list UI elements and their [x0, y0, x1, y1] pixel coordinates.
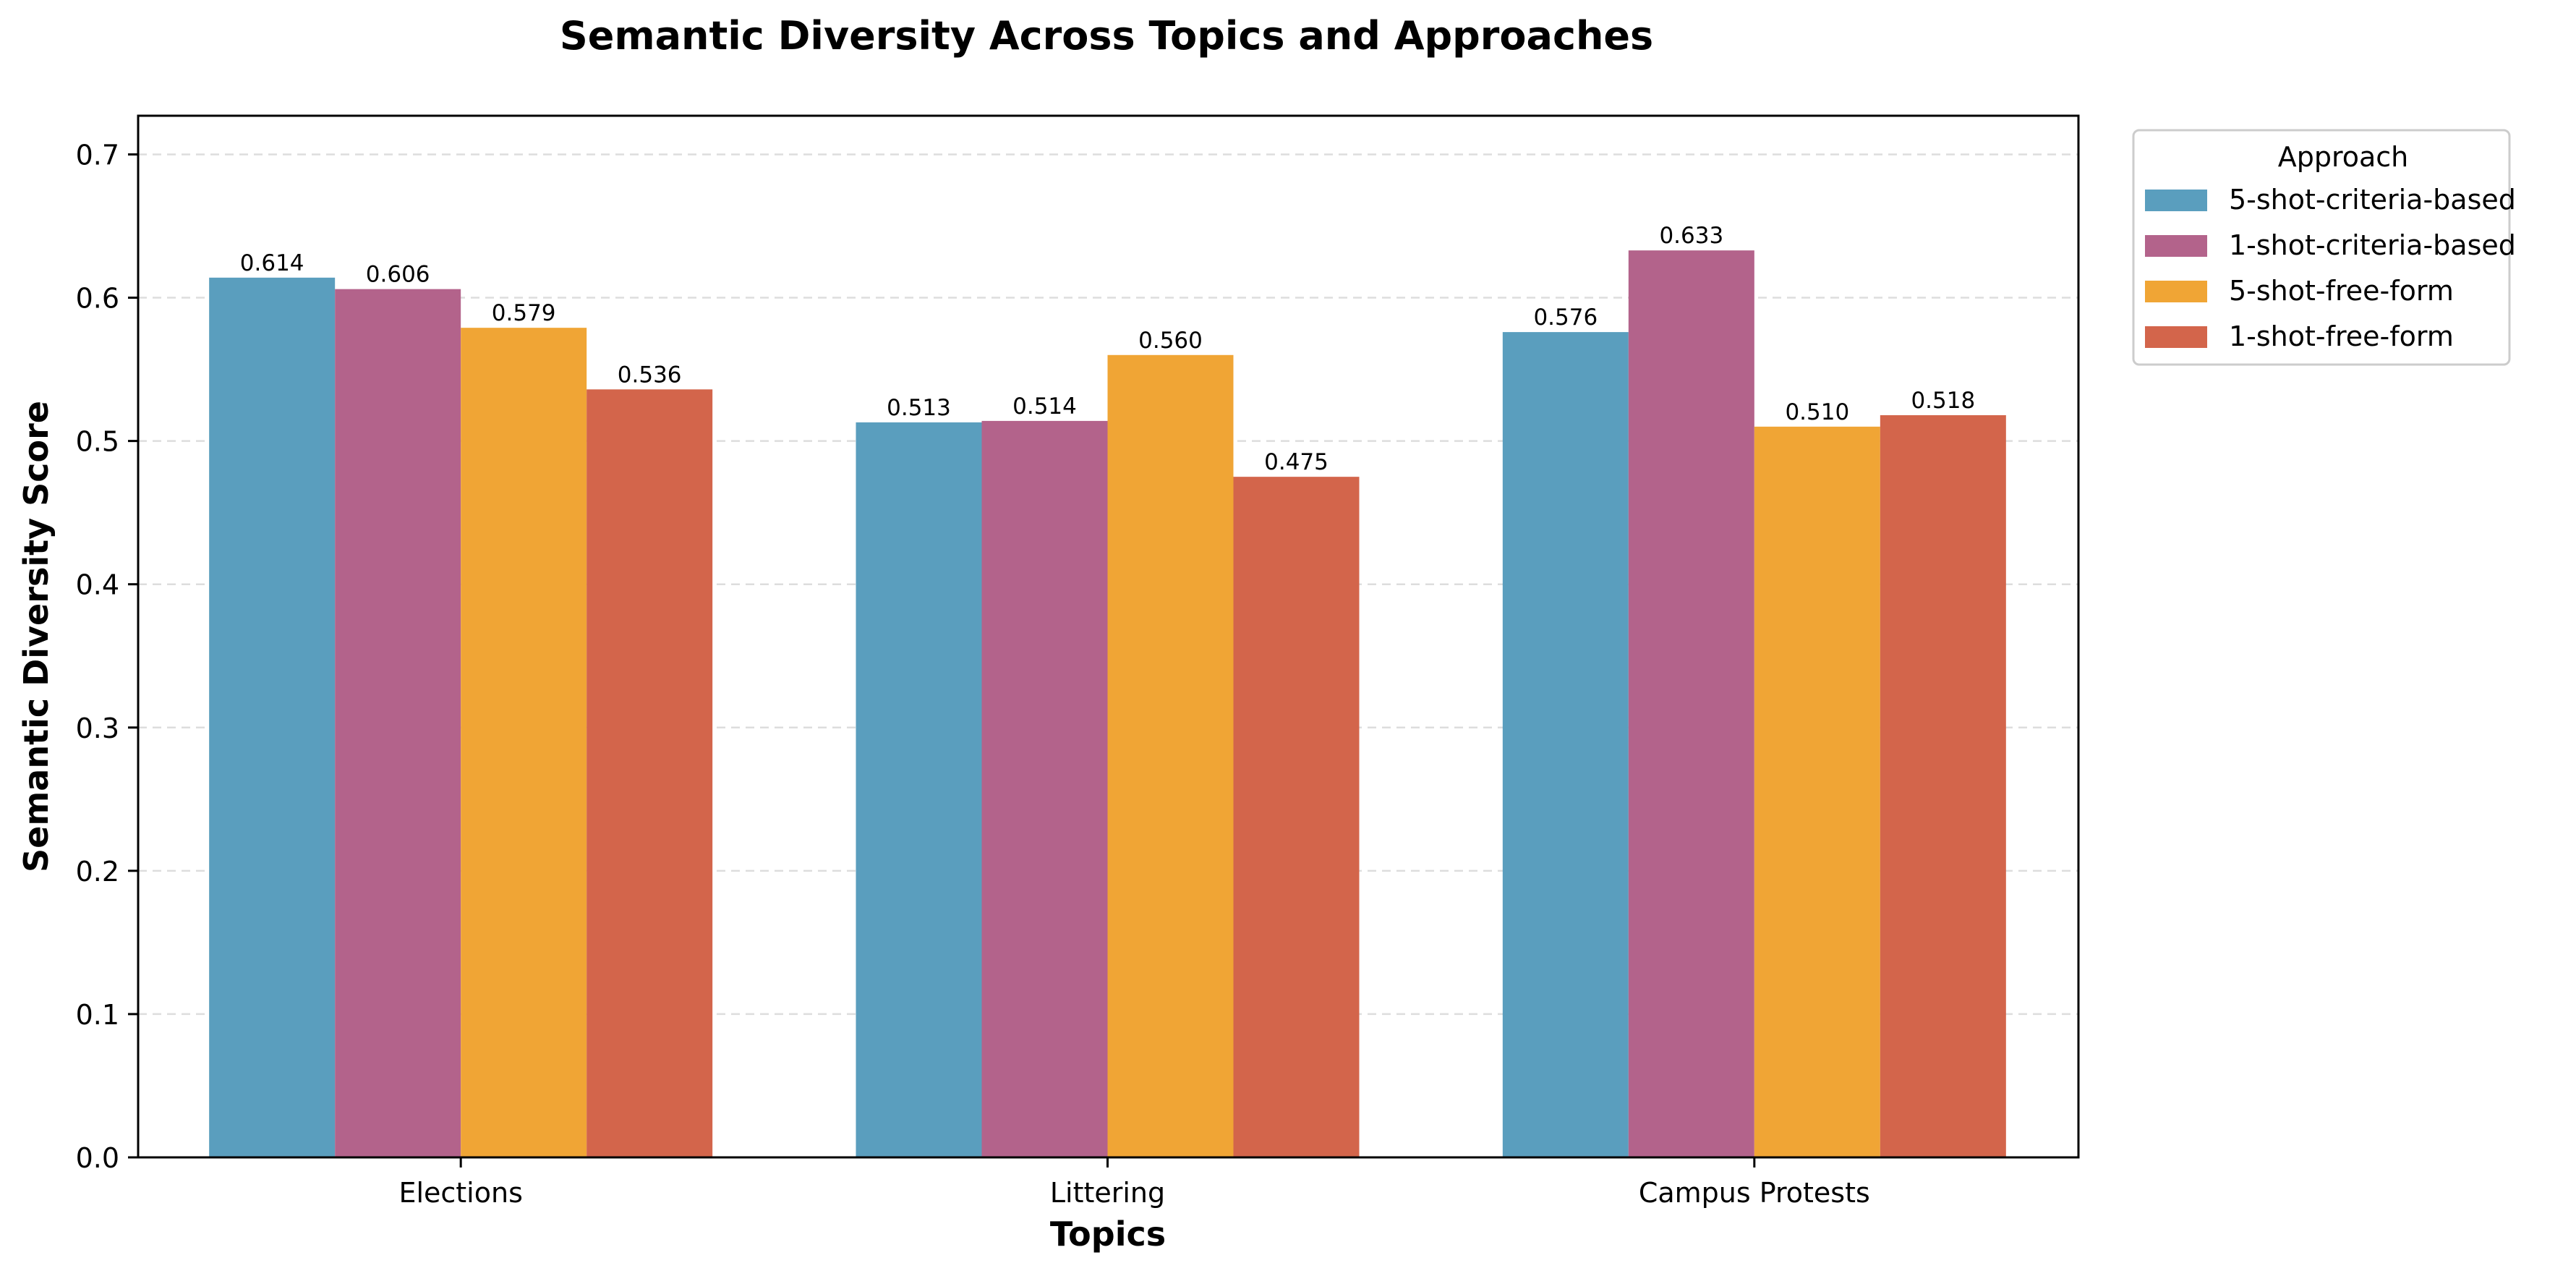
y-tick-label: 0.6	[76, 283, 119, 315]
y-tick-label: 0.2	[76, 856, 119, 888]
bar	[1880, 414, 2006, 1157]
bars	[209, 250, 2006, 1158]
legend-label: 5-shot-criteria-based	[2229, 184, 2516, 216]
bar-value-label: 0.518	[1911, 388, 1975, 414]
bar-value-labels: 0.614 0.606 0.579 0.536 0.513 0.514 0.560 0.475…	[240, 223, 1975, 475]
bar-value-label: 0.579	[492, 300, 556, 326]
x-axis-ticks: Elections Littering Campus Protests	[398, 1157, 1870, 1209]
legend: Approach 5-shot-criteria-based 1-shot-cri…	[2132, 129, 2516, 366]
bar	[1502, 332, 1629, 1157]
y-tick-label: 0.7	[76, 139, 119, 171]
bar-value-label: 0.475	[1264, 449, 1328, 475]
bar	[209, 277, 336, 1157]
legend-title: Approach	[2278, 141, 2409, 173]
legend-label: 1-shot-criteria-based	[2229, 229, 2516, 261]
bar-value-label: 0.633	[1659, 223, 1723, 249]
x-tick-label: Littering	[1050, 1177, 1165, 1209]
bar	[1628, 250, 1754, 1157]
legend-label: 5-shot-free-form	[2229, 275, 2454, 307]
x-axis-label: Topics	[1050, 1215, 1166, 1254]
y-tick-label: 0.5	[76, 426, 119, 458]
legend-swatch	[2145, 190, 2207, 211]
y-tick-label: 0.3	[76, 713, 119, 744]
bar	[981, 420, 1108, 1157]
legend-swatch	[2145, 235, 2207, 257]
y-tick-label: 0.1	[76, 999, 119, 1031]
bar-value-label: 0.514	[1012, 394, 1077, 420]
bar	[461, 328, 587, 1158]
legend-label: 1-shot-free-form	[2229, 320, 2454, 352]
y-axis-label: Semantic Diversity Score	[17, 401, 56, 872]
bar-value-label: 0.614	[240, 250, 304, 276]
bar	[335, 289, 461, 1157]
x-tick-label: Campus Protests	[1639, 1177, 1870, 1209]
bar	[1107, 354, 1234, 1157]
bar-value-label: 0.510	[1785, 399, 1849, 425]
legend-items: 5-shot-criteria-based 1-shot-criteria-bas…	[2145, 184, 2516, 352]
legend-swatch	[2145, 326, 2207, 348]
y-tick-label: 0.0	[76, 1142, 119, 1174]
bar	[587, 389, 713, 1157]
bar-value-label: 0.606	[366, 262, 430, 288]
bar-value-label: 0.513	[887, 395, 951, 421]
bar	[1233, 477, 1360, 1157]
bar-value-label: 0.560	[1138, 328, 1203, 354]
bar	[1754, 426, 1880, 1157]
legend-box	[2132, 129, 2511, 366]
x-tick-label: Elections	[398, 1177, 522, 1209]
legend-swatch	[2145, 281, 2207, 302]
y-tick-label: 0.4	[76, 569, 119, 601]
bar	[856, 422, 982, 1157]
y-axis-ticks: 0.0 0.1 0.2 0.3 0.4 0.5 0.6 0.7	[76, 139, 138, 1174]
bar-value-label: 0.536	[618, 362, 682, 388]
chart-title: Semantic Diversity Across Topics and App…	[560, 13, 1653, 59]
bar-value-label: 0.576	[1533, 305, 1598, 331]
